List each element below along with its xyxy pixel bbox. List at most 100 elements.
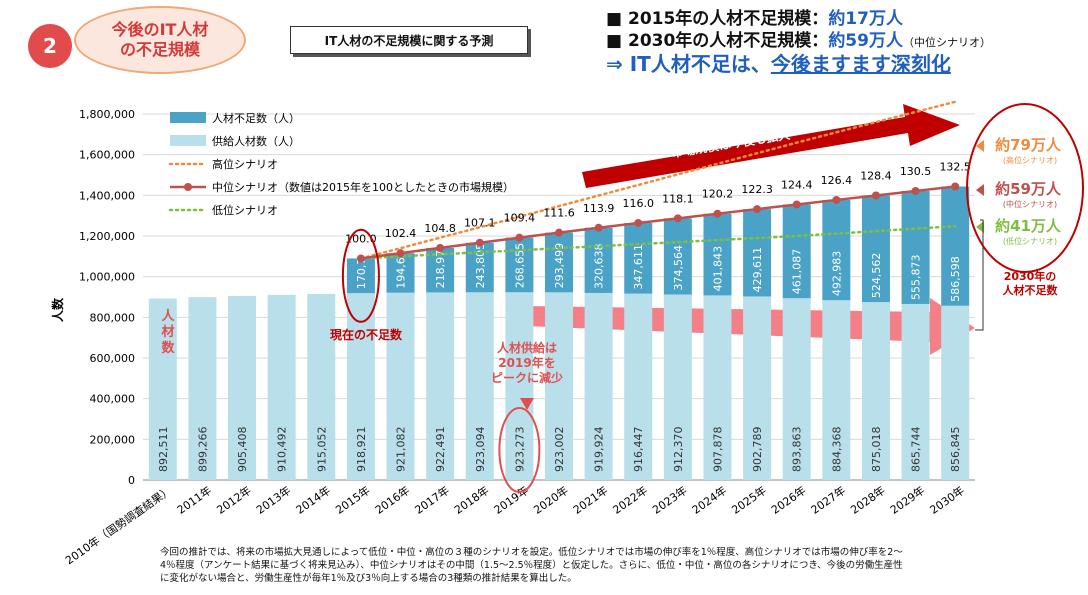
x-tick-label: 2011年 [174, 483, 214, 517]
supply-peak-label: 人材供給は [497, 340, 557, 355]
supply-bar-label: 921,082 [395, 427, 408, 473]
supply-bar [188, 297, 217, 480]
mid-pointer-icon [976, 184, 984, 196]
x-tick-label: 2017年 [412, 483, 452, 517]
x-tick-label: 2028年 [848, 483, 888, 517]
shortage-bar [861, 195, 890, 303]
bracket-line [975, 219, 984, 331]
bullet-icon: ■ [606, 9, 623, 29]
y-tick-label: 600,000 [90, 352, 136, 365]
supply-peak-label: 2019年を [498, 355, 555, 370]
mid-scenario-marker [911, 186, 920, 195]
legend-label: 中位シナリオ（数値は2015年を100としたときの市場規模） [212, 180, 514, 194]
supply-bar-label: 856,845 [949, 427, 962, 473]
supply-bar [386, 292, 415, 480]
footnote-line: に変化がない場合と、労働生産性が毎年1％及び3％向上する場合の3種類の推計結果を… [160, 573, 577, 584]
supply-bar-label: 919,924 [593, 427, 606, 473]
current-shortage-ellipse [341, 228, 380, 323]
supply-bar-label: 893,863 [791, 427, 804, 473]
section-title-line1: 今後のIT人材 [111, 20, 209, 39]
headline-2030-note: （中位シナリオ） [902, 36, 991, 49]
supply-bar-label: 912,370 [672, 427, 685, 473]
section-number-badge: 2 [28, 24, 72, 68]
high-pointer-icon [976, 140, 984, 152]
workforce-label: 人 [161, 308, 175, 324]
conclusion-line: ⇒ IT人材不足は、今後ますます深刻化 [606, 48, 951, 77]
shortage-bar-label: 170,700 [355, 244, 368, 290]
supply-bar [584, 292, 613, 480]
shortage-bar [822, 199, 851, 301]
shortage-bar-label: 401,843 [711, 246, 724, 292]
headline-2015-label: 2015年の人材不足規模： [627, 9, 829, 29]
supply-bar-label: 923,273 [513, 427, 526, 473]
supply-bar [624, 293, 653, 480]
workforce-label: 材 [161, 324, 174, 340]
shortage-bar [624, 222, 653, 294]
shortage-bar-label: 524,562 [870, 253, 883, 299]
mid-note-label: (中位シナリオ) [1003, 199, 1057, 209]
mid-scenario-marker [832, 195, 841, 204]
section-title-line2: の不足規模 [119, 40, 200, 59]
market-index-label: 128.4 [860, 169, 892, 182]
x-tick-label: 2014年 [293, 483, 333, 517]
shortage-bar [941, 186, 970, 306]
supply-bar [505, 292, 534, 480]
market-index-label: 104.8 [424, 222, 456, 235]
shortage-bar [584, 227, 613, 293]
supply-bar-label: 902,789 [751, 427, 764, 473]
supply-bar-label: 892,511 [157, 427, 170, 473]
supply-bar-label: 899,266 [196, 427, 209, 473]
supply-bar [743, 296, 772, 480]
low-scenario-line [359, 224, 957, 260]
shortage-bar [663, 218, 692, 295]
shortage-2030-label: 2030年の [1004, 269, 1057, 283]
headline-2030: ■ 2030年の人材不足規模：約59万人（中位シナリオ） [606, 26, 991, 51]
mid-scenario-marker [713, 209, 722, 218]
y-axis-label: 人数 [50, 297, 65, 322]
shortage-bar-label: 293,499 [553, 243, 566, 289]
footnote-line: 4％程度（アンケート結果に基づく将来見込み）、中位シナリオはその中間（1.5～2… [160, 560, 903, 571]
conclusion-prefix: IT人材不足は、 [629, 52, 771, 76]
supply-bar [901, 303, 930, 480]
footnote: 今回の推計では、将来の市場拡大見通しによって低位・中位・高位の３種のシナリオを設… [160, 546, 970, 585]
low-note-label: (低位シナリオ) [1003, 236, 1057, 246]
supply-bar-label: 865,744 [910, 427, 923, 473]
supply-bar [307, 293, 336, 480]
shortage-bar [703, 213, 732, 296]
mid-scenario-marker [673, 214, 682, 223]
legend-swatch [170, 135, 206, 146]
supply-bar-label: 918,921 [355, 427, 368, 473]
mid-scenario-marker [515, 233, 524, 242]
mid-scenario-line [360, 185, 956, 260]
shortage-bar [386, 253, 415, 293]
mid-scenario-marker [475, 238, 484, 247]
supply-bar [663, 294, 692, 480]
mid-total-label: 約59万人 [995, 180, 1062, 198]
x-tick-label: 2029年 [887, 483, 927, 517]
supply-bar-label: 910,492 [276, 427, 289, 473]
supply-bar-label: 916,447 [632, 427, 645, 473]
legend-marker [184, 183, 192, 191]
market-index-label: 102.4 [385, 227, 417, 240]
supply-bar [426, 292, 455, 480]
x-tick-label: 2018年 [452, 483, 492, 517]
legend-label: 低位シナリオ [212, 203, 278, 217]
workforce-label: 数 [161, 340, 175, 356]
market-index-label: 113.9 [583, 202, 615, 215]
shortage-bar-label: 492,983 [830, 251, 843, 297]
peak-ellipse [498, 407, 541, 493]
market-index-label: 130.5 [900, 165, 932, 178]
supply-bar-label: 875,018 [870, 427, 883, 473]
y-tick-label: 1,800,000 [79, 108, 135, 121]
mid-scenario-marker [356, 254, 365, 263]
legend-label: 人材不足数（人） [212, 111, 300, 125]
conclusion-main: 今後ますます深刻化 [770, 52, 951, 76]
low-pointer-icon [976, 221, 984, 233]
shortage-bar-label: 461,087 [791, 249, 804, 295]
shortage-bar [346, 258, 375, 294]
headline-2015-value: 約17万人 [828, 9, 903, 29]
y-tick-label: 200,000 [90, 433, 136, 446]
supply-bar [545, 292, 573, 480]
x-tick-label: 2027年 [808, 483, 848, 517]
